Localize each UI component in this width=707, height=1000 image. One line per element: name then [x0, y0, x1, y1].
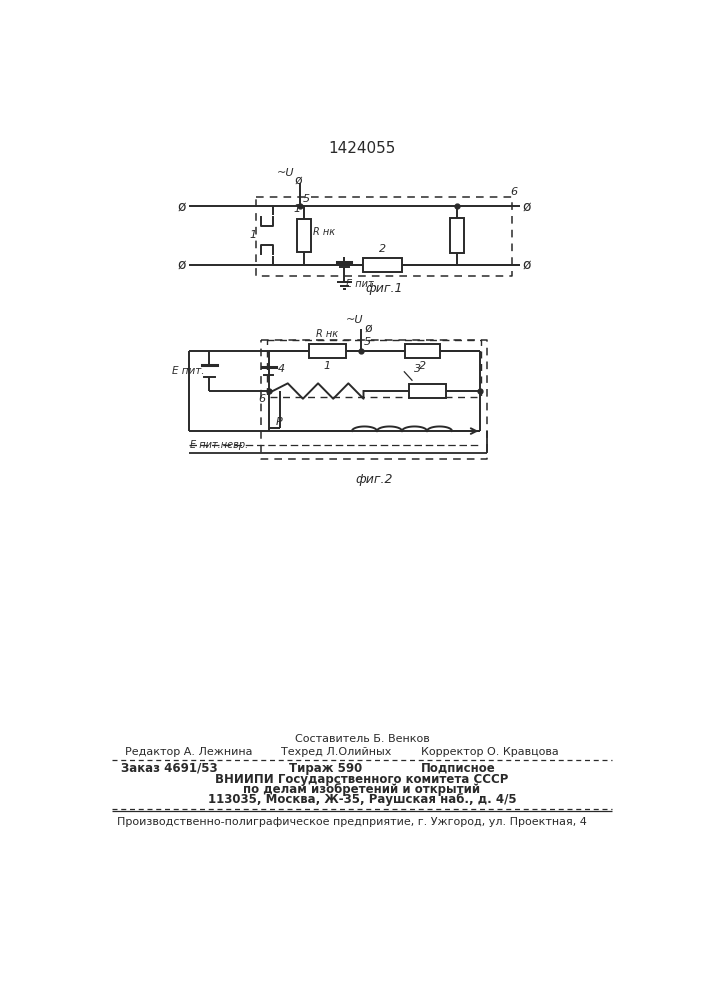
Text: P: P [276, 417, 283, 427]
Text: ВНИИПИ Государственного комитета СССР: ВНИИПИ Государственного комитета СССР [215, 773, 508, 786]
Text: Составитель Б. Венков: Составитель Б. Венков [295, 734, 429, 744]
Text: по делам изобретений и открытий: по делам изобретений и открытий [243, 783, 481, 796]
Text: 3: 3 [458, 226, 465, 236]
Text: ~U: ~U [276, 168, 294, 178]
Text: 6: 6 [259, 394, 266, 404]
Text: 4: 4 [278, 364, 285, 374]
Text: 1: 1 [250, 231, 257, 240]
Bar [297, 219, 311, 252]
Text: Производственно-полиграфическое предприятие, г. Ужгород, ул. Проектная, 4: Производственно-полиграфическое предприя… [117, 817, 587, 827]
Text: Корректор О. Кравцова: Корректор О. Кравцова [421, 747, 559, 757]
Text: ~U: ~U [346, 315, 364, 325]
Bar [309, 344, 346, 358]
Bar [405, 344, 440, 358]
Text: R нк: R нк [313, 227, 336, 237]
Text: 1: 1 [293, 204, 301, 214]
Text: ø: ø [294, 174, 302, 187]
Text: 1424055: 1424055 [328, 141, 396, 156]
Text: 3: 3 [414, 364, 421, 374]
Bar [450, 218, 464, 253]
Text: 6: 6 [510, 187, 518, 197]
Text: ø: ø [177, 199, 186, 213]
Text: E пит.: E пит. [173, 366, 205, 376]
Text: R нк: R нк [316, 329, 339, 339]
Text: ø: ø [364, 321, 372, 334]
Text: фиг.2: фиг.2 [356, 473, 393, 486]
Text: фиг.1: фиг.1 [365, 282, 403, 295]
Text: Заказ 4691/53: Заказ 4691/53 [121, 762, 218, 775]
Text: ø: ø [523, 258, 532, 272]
Text: 5: 5 [364, 337, 371, 347]
Text: Тираж 590: Тираж 590 [288, 762, 362, 775]
Text: ø: ø [523, 199, 532, 213]
Text: ø: ø [177, 258, 186, 272]
Text: 1: 1 [324, 361, 331, 371]
Text: E пит.: E пит. [346, 279, 377, 289]
Text: E пит.невр.: E пит.невр. [190, 440, 248, 450]
Text: Подписное: Подписное [421, 762, 496, 775]
Text: 2: 2 [419, 361, 426, 371]
Text: 2: 2 [379, 244, 386, 254]
Text: Редактор А. Лежнина: Редактор А. Лежнина [125, 747, 252, 757]
Text: 113035, Москва, Ж-35, Раушская наб., д. 4/5: 113035, Москва, Ж-35, Раушская наб., д. … [208, 793, 516, 806]
Bar [363, 258, 402, 272]
Bar [409, 384, 446, 398]
Text: 5: 5 [303, 194, 310, 204]
Text: Техред Л.Олийных: Техред Л.Олийных [281, 747, 392, 757]
